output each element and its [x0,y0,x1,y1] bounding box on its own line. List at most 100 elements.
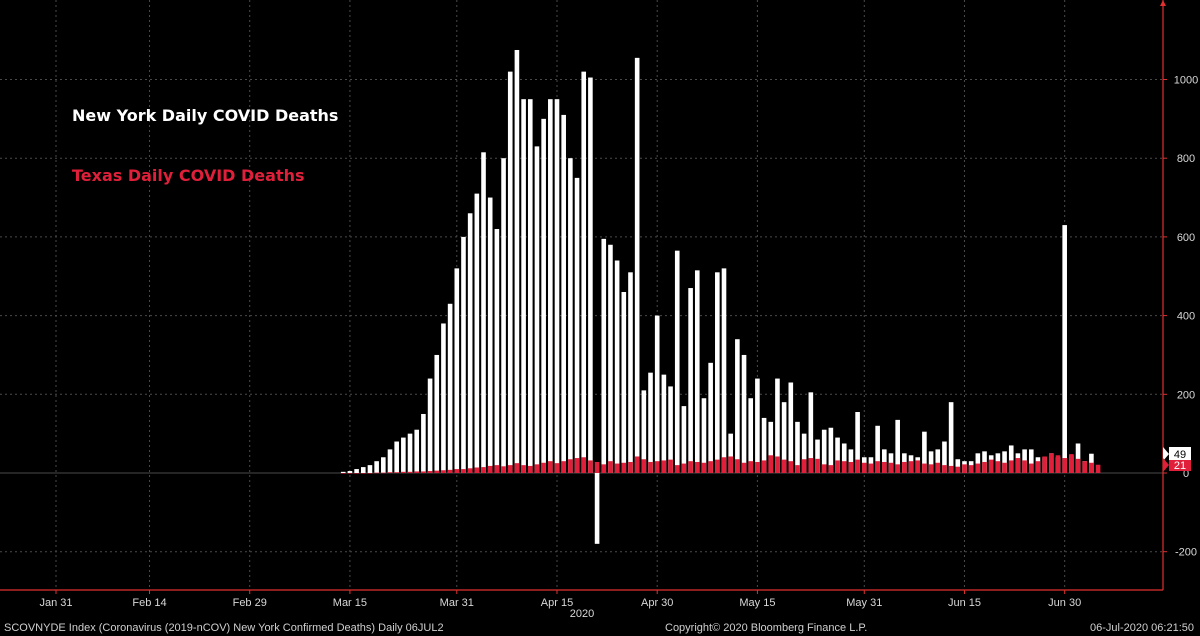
bar-texas [902,461,907,473]
bar-texas [1015,458,1021,473]
bar-new-york [581,71,587,473]
bar-new-york [1075,443,1081,473]
bar-texas [548,461,553,473]
bar-texas [360,473,366,474]
bar-texas [748,461,754,473]
bar-new-york [648,372,653,473]
bar-texas [835,460,840,473]
x-year-label: 2020 [570,608,594,620]
bar-texas [1008,460,1014,473]
bar-texas [922,463,927,473]
bar-new-york [387,449,393,473]
bar-texas [728,456,733,473]
x-tick-label: May 15 [739,597,775,609]
bar-texas [795,465,800,473]
legend-new-york: New York Daily COVID Deaths [72,106,338,125]
bar-new-york [895,419,900,473]
bar-new-york [848,449,854,473]
bar-new-york [594,473,600,544]
x-tick-label: Feb 14 [132,597,166,609]
bar-new-york [401,437,406,473]
bar-new-york [801,433,807,473]
bar-new-york [548,99,553,474]
y-tick-label: 0 [1183,468,1189,480]
y-tick-label: 400 [1177,311,1195,323]
bar-new-york [447,303,453,473]
bar-texas [441,470,446,473]
bar-texas [447,469,453,473]
bar-new-york [795,421,800,473]
last-value-new-york-badge: 49 [1163,447,1191,461]
bar-texas [481,467,486,473]
bar-new-york [527,99,533,474]
bar-new-york [427,378,433,473]
x-tick-label: Jan 31 [39,597,72,609]
bar-texas [467,468,473,473]
texas-bars [340,453,1101,474]
bar-texas [942,465,947,473]
bar-new-york [715,272,720,473]
bar-texas [995,461,1001,473]
x-tick-label: Jun 30 [1048,597,1081,609]
bar-new-york [461,236,466,473]
bar-texas [855,459,860,473]
bar-texas [594,461,600,473]
bar-new-york [828,427,834,473]
bar-texas [935,462,941,473]
bar-texas [501,466,506,473]
bar-texas [474,467,480,473]
last-value-texas: 21 [1174,460,1186,472]
bar-texas [982,461,987,473]
bar-new-york [935,449,941,473]
bar-texas [434,470,440,473]
bar-texas [761,460,767,473]
bar-new-york [654,315,660,473]
bar-texas [882,461,887,473]
bar-texas [387,472,393,473]
bar-texas [661,460,667,473]
bar-texas [962,464,967,473]
bar-texas [968,465,974,473]
bar-texas [928,464,934,473]
bar-texas [755,461,760,473]
bar-new-york [708,362,713,473]
bar-texas [421,471,426,473]
bar-new-york [641,390,647,473]
bar-new-york [487,197,493,474]
bar-texas [735,459,740,473]
bar-new-york [407,433,413,473]
bar-new-york [775,378,780,473]
bar-texas [1049,453,1054,473]
bar-texas [1035,461,1041,473]
bar-texas [581,457,587,473]
bar-texas [955,466,961,473]
bar-new-york [928,451,934,473]
bar-new-york [381,457,386,473]
bar-new-york [521,99,526,474]
footer-timestamp: 06-Jul-2020 06:21:50 [1090,622,1194,634]
bar-texas [868,463,874,473]
bar-new-york [768,421,774,473]
bar-texas [1042,456,1047,473]
bar-texas [815,458,820,473]
bar-texas [487,465,493,473]
bar-new-york [882,449,887,473]
bar-new-york [788,382,794,473]
bar-texas [668,459,673,473]
bar-texas [621,462,627,473]
bar-new-york [628,272,633,473]
bar-texas [527,465,533,473]
bar-texas [821,464,827,473]
bar-new-york [841,443,847,473]
bar-texas [1069,454,1074,473]
bar-texas [694,461,700,473]
bar-new-york [781,402,787,473]
bar-texas [1002,462,1007,473]
bar-new-york [815,439,820,473]
bar-new-york [821,429,827,473]
bar-new-york [534,146,540,473]
x-tick-label: Apr 30 [641,597,673,609]
bar-texas [588,460,593,473]
bar-new-york [661,374,667,474]
